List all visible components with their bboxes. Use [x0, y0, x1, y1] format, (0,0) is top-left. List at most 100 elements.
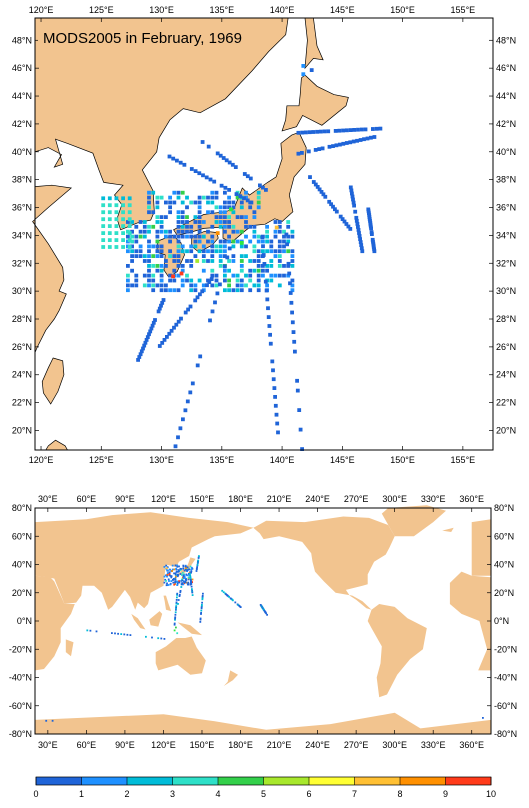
observation-cell	[223, 215, 227, 219]
observation-cell	[210, 244, 215, 249]
observation-cell	[195, 363, 200, 368]
title-background	[38, 26, 260, 48]
observation-cell	[197, 278, 202, 283]
regional-map-japan: 120°E 120°E 125°E 125°E 130°E 130°E 135°E 135°E…	[12, 5, 516, 465]
observation-cell	[101, 203, 106, 208]
observation-cell	[138, 249, 143, 254]
observation-cell	[175, 608, 177, 611]
observation-cell	[286, 224, 291, 229]
observation-cell	[311, 130, 316, 134]
observation-cell	[214, 278, 219, 283]
bottom-lat-label: -40°N	[9, 673, 32, 683]
observation-cell	[130, 244, 134, 249]
observation-cell	[214, 283, 219, 288]
top-lat-label: 34°N	[12, 230, 32, 240]
observation-cell	[231, 254, 236, 258]
observation-cell	[242, 172, 247, 176]
observation-cell	[147, 254, 151, 258]
observation-cell	[137, 355, 142, 359]
observation-cell	[354, 218, 359, 223]
observation-cell	[225, 255, 230, 260]
observation-cell	[171, 568, 174, 571]
observation-cell	[282, 234, 286, 239]
observation-cell	[189, 576, 192, 579]
observation-cell	[167, 331, 172, 336]
observation-cell	[155, 234, 160, 239]
observation-cell	[189, 234, 194, 239]
observation-cell	[368, 218, 372, 223]
observation-cell	[151, 224, 156, 229]
observation-cell	[231, 259, 236, 263]
observation-cell	[290, 320, 295, 325]
observation-cell	[261, 239, 265, 244]
observation-cell	[197, 205, 202, 210]
top-lat-label: 42°N	[496, 119, 516, 129]
colorbar-label: 7	[352, 789, 357, 799]
observation-cell	[169, 328, 174, 333]
observation-cell	[239, 254, 244, 258]
observation-cell	[322, 129, 327, 134]
observation-cell	[297, 408, 302, 412]
observation-cell	[176, 195, 181, 200]
observation-cell	[147, 273, 151, 278]
observation-cell	[282, 229, 286, 234]
eurasia	[35, 512, 254, 610]
observation-cell	[159, 283, 164, 288]
observation-cell	[130, 268, 134, 273]
observation-cell	[174, 581, 176, 584]
observation-cell	[142, 343, 147, 348]
colorbar-segment	[36, 777, 82, 785]
observation-cell	[162, 338, 167, 342]
observation-cell	[265, 297, 270, 302]
observation-cell	[252, 249, 257, 254]
observation-cell	[188, 573, 190, 575]
bottom-lon-label: 300°E	[382, 494, 407, 504]
observation-cell	[107, 238, 112, 242]
observation-cell	[179, 591, 182, 594]
observation-cell	[165, 584, 168, 587]
observation-cell	[290, 288, 295, 293]
observation-cell	[165, 335, 169, 339]
bottom-lon-label: 300°E	[382, 740, 407, 750]
bottom-lat-label: -60°N	[494, 701, 517, 711]
observation-cell	[271, 377, 276, 382]
observation-cell	[177, 570, 180, 573]
observation-cell	[252, 229, 257, 234]
observation-cell	[130, 254, 134, 258]
observation-cell	[178, 581, 181, 584]
observation-cell	[378, 126, 383, 131]
observation-cell	[121, 217, 125, 222]
top-lat-label: 46°N	[496, 63, 516, 73]
observation-cell	[245, 174, 250, 179]
observation-cell	[198, 354, 203, 359]
observation-cell	[151, 278, 156, 283]
observation-cell	[114, 203, 119, 208]
observation-cell	[248, 259, 253, 263]
observation-cell	[121, 203, 125, 208]
observation-cell	[173, 623, 176, 626]
observation-cell	[182, 575, 185, 578]
colorbar: 0 1 2 3 4 5 6 7 8 9 10	[33, 776, 496, 799]
observation-cell	[141, 346, 145, 351]
colorbar-label: 9	[443, 789, 448, 799]
observation-cell	[168, 229, 172, 234]
observation-cell	[138, 244, 143, 249]
observation-cell	[138, 254, 143, 258]
top-lat-label: 22°N	[496, 398, 516, 408]
observation-cell	[155, 244, 160, 249]
observation-cell	[201, 597, 204, 600]
observation-cell	[256, 249, 261, 254]
observation-cell	[244, 224, 248, 229]
observation-cell	[356, 127, 360, 132]
observation-cell	[210, 195, 215, 200]
observation-cell	[201, 283, 206, 288]
observation-cell	[165, 580, 167, 582]
bottom-lon-label: 180°E	[228, 494, 253, 504]
observation-cell	[121, 245, 125, 249]
observation-cell	[272, 386, 277, 390]
observation-cell	[277, 264, 282, 268]
observation-cell	[197, 229, 202, 234]
observation-cell	[147, 332, 151, 337]
observation-cell	[185, 215, 189, 219]
bottom-lon-label: 240°E	[305, 740, 330, 750]
